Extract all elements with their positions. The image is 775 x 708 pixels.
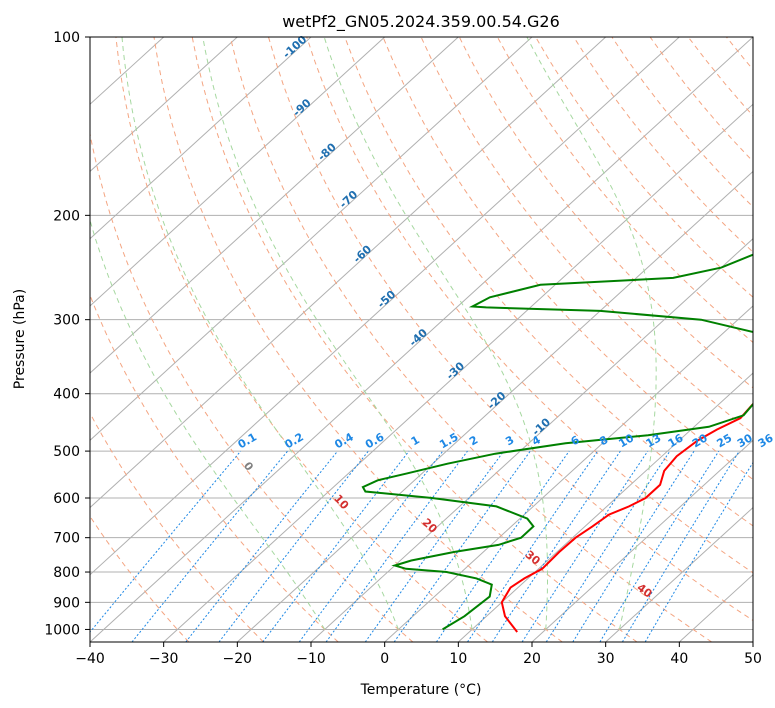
y-axis-label: Pressure (hPa) bbox=[12, 289, 28, 389]
background-lines bbox=[90, 37, 753, 642]
y-tick-label: 100 bbox=[53, 30, 80, 46]
x-tick-label: −40 bbox=[75, 651, 105, 667]
dry-adiabat-line bbox=[191, 37, 638, 642]
moist-adiabat-line bbox=[90, 218, 326, 630]
mixing-ratio-line bbox=[325, 450, 468, 642]
isotherm-line bbox=[90, 37, 238, 173]
mixing-ratio-line bbox=[521, 450, 649, 642]
isotherm-line bbox=[236, 170, 753, 642]
mixing-ratio-line bbox=[467, 450, 599, 642]
isotherm-line bbox=[90, 37, 533, 442]
mixing-ratio-label: 36 bbox=[756, 431, 775, 450]
y-tick-label: 700 bbox=[53, 531, 80, 547]
mixing-ratio-line bbox=[185, 450, 338, 642]
isotherm-line bbox=[531, 439, 753, 642]
dry-adiabat-line bbox=[229, 37, 712, 642]
y-tick-label: 800 bbox=[53, 565, 80, 581]
mixing-ratio-line bbox=[298, 450, 444, 642]
y-tick-label: 400 bbox=[53, 387, 80, 403]
isotherm-line bbox=[90, 37, 680, 576]
temperature-profile-line bbox=[500, 402, 753, 633]
isotherm-line bbox=[384, 305, 753, 642]
y-tick-label: 600 bbox=[53, 491, 80, 507]
moist-adiabat-line bbox=[323, 37, 548, 630]
x-tick-label: 50 bbox=[744, 651, 762, 667]
mixing-ratio-line bbox=[572, 450, 695, 642]
mixing-ratio-line bbox=[599, 450, 720, 642]
x-tick-label: −20 bbox=[223, 651, 253, 667]
mixing-ratio-line bbox=[621, 450, 740, 642]
isotherm-line bbox=[457, 372, 753, 642]
dry-adiabat-line bbox=[115, 37, 488, 642]
mixing-ratio-line bbox=[218, 450, 369, 642]
isotherm-line bbox=[90, 37, 459, 374]
y-tick-label: 900 bbox=[53, 595, 80, 611]
isotherm-line bbox=[90, 37, 607, 509]
chart-title: wetPf2_GN05.2024.359.00.54.G26 bbox=[282, 12, 560, 32]
y-tick-label: 500 bbox=[53, 444, 80, 460]
x-tick-label: 30 bbox=[597, 651, 615, 667]
dewpoint-profile-line bbox=[361, 253, 753, 631]
plot-area bbox=[90, 37, 753, 642]
isotherm-line bbox=[90, 37, 386, 307]
mixing-ratio-line bbox=[545, 450, 671, 642]
y-tick-label: 200 bbox=[53, 208, 80, 224]
dry-adiabat-line bbox=[268, 37, 753, 622]
y-tick-label: 300 bbox=[53, 313, 80, 329]
isotherm-line bbox=[90, 37, 312, 240]
moist-adiabat-line bbox=[121, 37, 399, 630]
dry-adiabat-line bbox=[496, 37, 753, 344]
dry-adiabat-line bbox=[458, 37, 753, 389]
mixing-ratio-line bbox=[435, 450, 570, 642]
isotherm-line bbox=[90, 37, 753, 642]
dry-adiabat-line bbox=[153, 37, 563, 642]
dry-adiabat-line bbox=[344, 37, 753, 527]
x-tick-label: 10 bbox=[449, 651, 467, 667]
dry-adiabat-line bbox=[90, 515, 190, 642]
mixing-ratio-line bbox=[262, 450, 410, 642]
dry-adiabat-line bbox=[306, 37, 753, 574]
y-tick-label: 1000 bbox=[44, 622, 80, 638]
x-axis-label: Temperature (°C) bbox=[360, 682, 482, 698]
isotherm-line bbox=[605, 506, 753, 642]
isotherm-line bbox=[310, 237, 753, 642]
mixing-ratio-line bbox=[90, 450, 242, 633]
plot-frame bbox=[89, 36, 754, 643]
dry-adiabat-line bbox=[90, 293, 339, 642]
x-tick-label: −30 bbox=[149, 651, 179, 667]
x-tick-label: 0 bbox=[380, 651, 389, 667]
moist-adiabat-line bbox=[202, 37, 473, 630]
moist-adiabat-line bbox=[526, 37, 657, 630]
mixing-ratio-line bbox=[364, 450, 505, 642]
profile-series bbox=[361, 253, 753, 633]
dry-adiabat-line bbox=[90, 131, 414, 642]
isotherm-line bbox=[163, 103, 753, 642]
x-tick-label: 40 bbox=[670, 651, 688, 667]
mixing-ratio-line bbox=[131, 450, 288, 642]
mixing-ratio-line bbox=[393, 450, 531, 642]
x-tick-label: −10 bbox=[296, 651, 326, 667]
axis-ticks: −40 −30 −20 −10 0 10 20 30 40 50 100 200 300 400 500 60… bbox=[44, 30, 762, 667]
x-tick-label: 20 bbox=[523, 651, 541, 667]
dry-adiabat-line bbox=[90, 412, 264, 642]
